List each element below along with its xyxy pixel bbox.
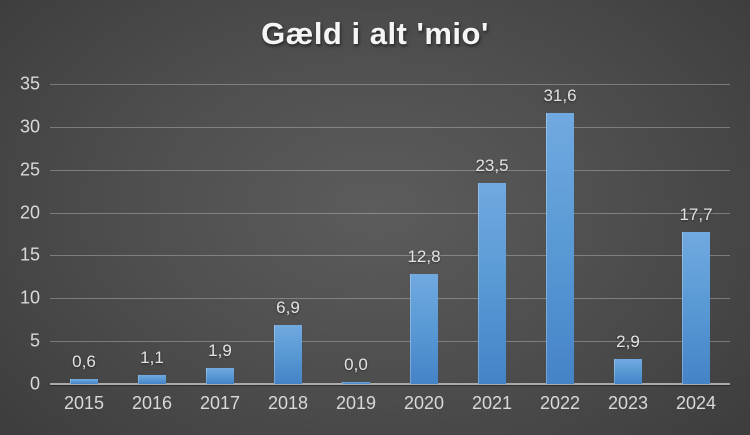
bar-2023 xyxy=(614,359,642,384)
gridline xyxy=(50,126,730,128)
bar-2024 xyxy=(682,232,710,384)
bar-2021 xyxy=(478,182,506,384)
data-label: 12,8 xyxy=(407,247,441,267)
bar-2019 xyxy=(342,382,370,384)
gridline xyxy=(50,84,730,85)
data-label: 0,0 xyxy=(344,355,368,374)
x-axis-tick: 2021 xyxy=(471,393,513,413)
gridline xyxy=(50,341,730,343)
y-axis-tick: 0 xyxy=(29,373,40,394)
x-axis-tick: 2016 xyxy=(131,393,173,413)
y-axis-tick: 30 xyxy=(19,116,40,137)
data-label: 23,5 xyxy=(475,155,509,175)
data-label: 1,9 xyxy=(208,340,232,360)
y-axis-tick: 15 xyxy=(19,244,40,265)
x-axis-tick: 2019 xyxy=(335,393,377,413)
bar-2018 xyxy=(274,324,302,384)
x-axis-tick: 2023 xyxy=(607,393,649,413)
y-axis-tick: 10 xyxy=(19,287,40,308)
plot-area: 0 5 10 15 20 25 30 35 0,6 2015 1,1 2016 1,9 2017 6,9 20… xyxy=(20,74,730,413)
bar-2022 xyxy=(546,113,574,384)
data-label: 2,9 xyxy=(616,332,640,352)
gridline xyxy=(50,169,730,171)
chart-title: Gæld i alt 'mio' xyxy=(261,16,489,51)
data-label: 0,6 xyxy=(72,351,96,371)
gridline xyxy=(50,212,730,214)
x-axis-tick: 2015 xyxy=(63,393,105,413)
gridline xyxy=(50,255,730,257)
data-label: 31,6 xyxy=(543,86,577,106)
x-axis-tick: 2017 xyxy=(199,393,241,413)
x-axis-tick: 2024 xyxy=(675,393,717,413)
data-label: 1,1 xyxy=(140,347,164,367)
gridline xyxy=(50,298,730,300)
x-axis-tick: 2018 xyxy=(267,393,309,413)
y-axis-tick: 25 xyxy=(19,159,40,180)
x-axis-tick: 2022 xyxy=(539,393,581,413)
bar-2017 xyxy=(206,367,234,384)
data-label: 17,7 xyxy=(679,205,713,225)
data-label: 6,9 xyxy=(276,297,300,317)
bar-2015 xyxy=(70,378,98,384)
x-axis-line xyxy=(50,383,730,385)
bar-2020 xyxy=(410,274,438,384)
x-axis-tick: 2020 xyxy=(403,393,445,413)
bar-2016 xyxy=(138,374,166,384)
y-axis-tick: 35 xyxy=(19,73,40,94)
y-axis-tick: 20 xyxy=(19,202,40,223)
y-axis-tick: 5 xyxy=(29,330,40,351)
